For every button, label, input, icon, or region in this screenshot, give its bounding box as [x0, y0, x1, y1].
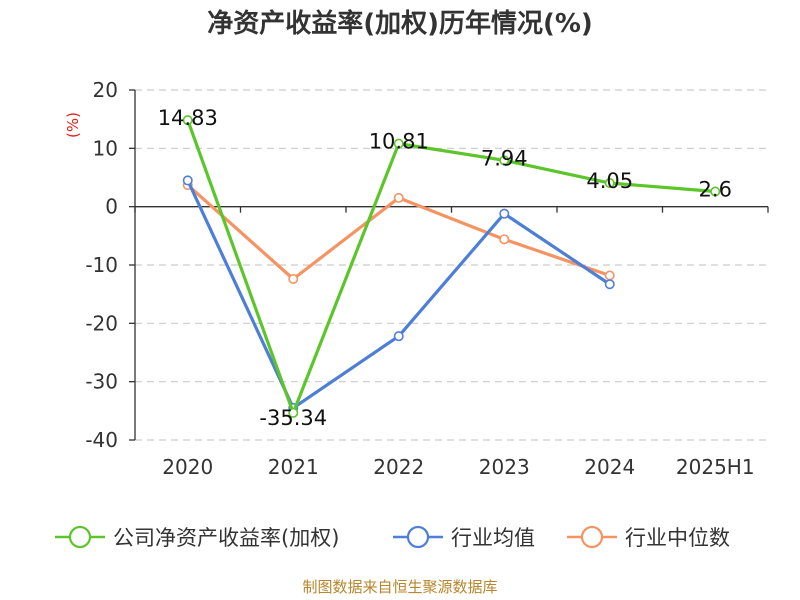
data-point	[604, 178, 615, 189]
x-tick-label: 2020	[162, 455, 213, 479]
y-tick-label: 20	[93, 78, 118, 102]
y-tick-label: -20	[85, 311, 118, 335]
data-point	[499, 208, 510, 219]
y-tick-label: -40	[85, 428, 118, 452]
y-axis-unit: (%)	[64, 112, 82, 138]
x-tick-label: 2021	[268, 455, 319, 479]
chart-title: 净资产收益率(加权)历年情况(%)	[207, 8, 593, 39]
data-labels: 14.83 -35.34 10.81 7.94 4.05 2.6	[158, 106, 732, 430]
data-point	[288, 407, 299, 418]
y-tick-label: -30	[85, 370, 118, 394]
data-point	[393, 331, 404, 342]
data-point	[710, 186, 721, 197]
y-tick-label: 10	[93, 136, 118, 160]
legend-label: 公司净资产收益率(加权)	[113, 526, 339, 550]
legend-label: 行业均值	[451, 526, 535, 550]
source-note: 制图数据来自恒生聚源数据库	[302, 578, 497, 596]
legend-marker	[68, 525, 92, 549]
legend: 公司净资产收益率(加权) 行业均值 行业中位数	[55, 525, 730, 550]
x-tick-label: 2023	[479, 455, 530, 479]
series-line	[186, 119, 716, 415]
data-point	[288, 273, 299, 284]
data-label: 7.94	[481, 146, 528, 170]
axes: 20 10 0 -10 -20 -30 -40 2020 2021 2022 2023 2024 202…	[85, 78, 769, 479]
data-label: 14.83	[158, 106, 218, 130]
legend-marker	[580, 525, 604, 549]
y-tick-label: -10	[85, 253, 118, 277]
data-point	[182, 115, 193, 126]
legend-marker	[406, 525, 430, 549]
data-point	[499, 155, 510, 166]
data-label: 2.6	[699, 178, 732, 202]
data-point	[499, 234, 510, 245]
x-tick-label: 2022	[373, 455, 424, 479]
legend-label: 行业中位数	[625, 526, 730, 550]
series-lines	[182, 115, 721, 418]
data-label: 4.05	[586, 169, 633, 193]
data-point	[393, 138, 404, 149]
data-label: -35.34	[259, 406, 327, 430]
data-label: 10.81	[369, 130, 429, 154]
x-tick-label: 2025H1	[676, 455, 755, 479]
data-point	[393, 192, 404, 203]
data-point	[604, 270, 615, 281]
data-point	[182, 175, 193, 186]
data-point	[604, 279, 615, 290]
x-tick-label: 2024	[584, 455, 635, 479]
y-tick-label: 0	[105, 195, 118, 219]
grid-lines	[135, 89, 768, 441]
